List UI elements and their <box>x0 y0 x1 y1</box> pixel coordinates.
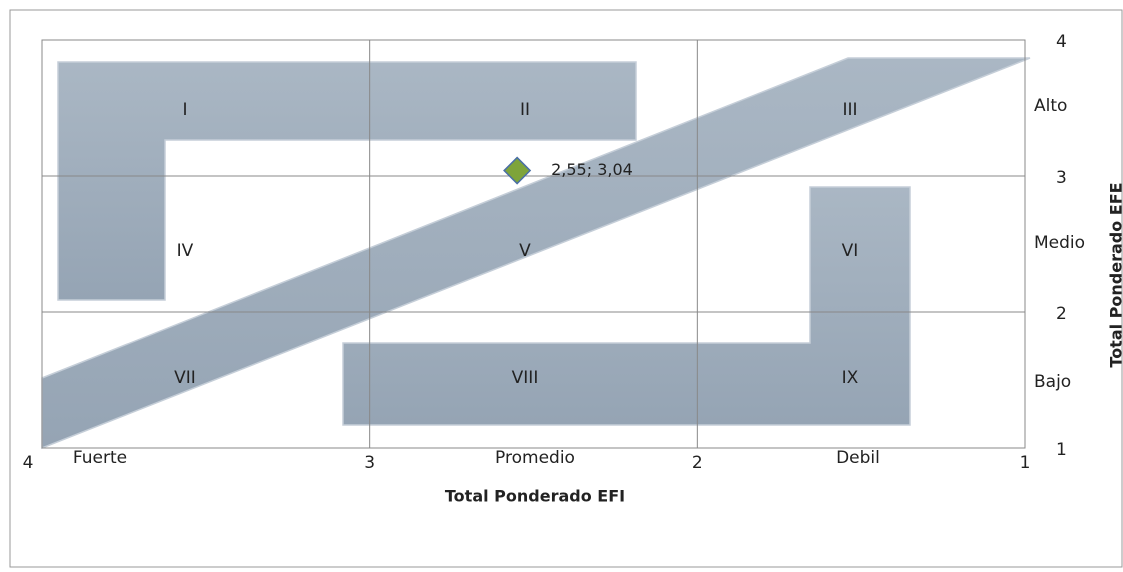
cell-label: V <box>519 241 531 261</box>
cell-label: VII <box>174 368 196 388</box>
y-zone-label: Medio <box>1034 233 1085 253</box>
y-tick-label: 3 <box>1056 168 1067 188</box>
y-zone-label: Alto <box>1034 96 1067 116</box>
y-tick-label: 4 <box>1056 32 1067 52</box>
y-axis-label: Total Ponderado EFE <box>1107 182 1123 367</box>
x-zone-label: Fuerte <box>73 448 127 468</box>
cell-label: II <box>520 100 530 120</box>
x-tick-label: 2 <box>692 453 703 473</box>
cell-label: VIII <box>512 368 539 388</box>
cell-label: VI <box>842 241 859 261</box>
data-label: 2,55; 3,04 <box>551 160 633 179</box>
x-zone-label: Debil <box>836 448 880 468</box>
x-tick-label: 4 <box>23 453 34 473</box>
cell-label: IX <box>842 368 859 388</box>
x-axis-label: Total Ponderado EFI <box>445 487 625 506</box>
cell-label: III <box>842 100 857 120</box>
y-tick-label: 2 <box>1056 304 1067 324</box>
y-zone-label: Bajo <box>1034 372 1071 392</box>
x-tick-label: 1 <box>1020 453 1031 473</box>
x-zone-label: Promedio <box>495 448 575 468</box>
y-tick-label: 1 <box>1056 440 1067 460</box>
x-tick-label: 3 <box>364 453 375 473</box>
cell-label: IV <box>177 241 194 261</box>
cell-label: I <box>182 100 187 120</box>
